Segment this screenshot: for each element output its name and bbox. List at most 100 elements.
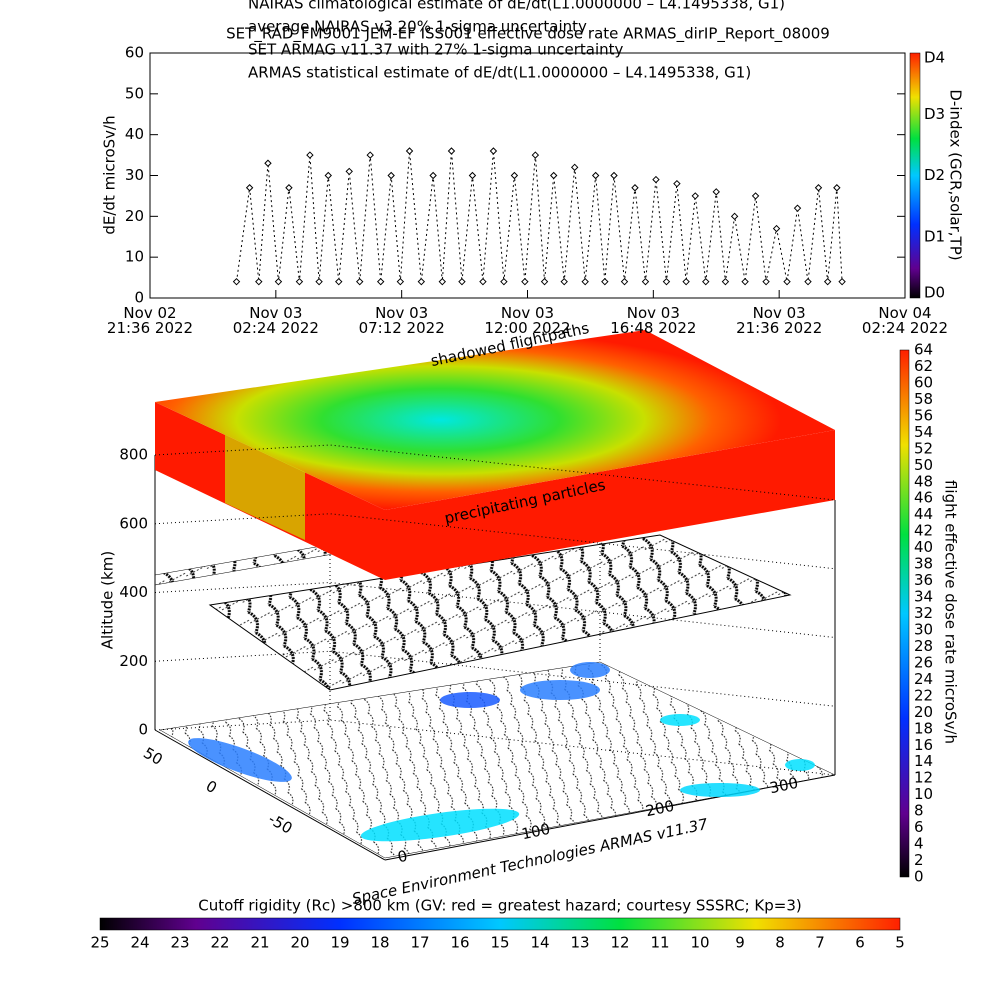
data-point <box>591 171 600 180</box>
colorbar-tick-label: 4 <box>914 835 924 853</box>
data-point <box>324 171 332 180</box>
lon-tick-label: 200 <box>644 797 676 821</box>
colorbar-tick-label: 32 <box>914 604 933 622</box>
x-tick-label: Nov 04 02:24 2022 <box>861 304 949 337</box>
data-point <box>335 277 343 286</box>
lon-tick-label: 100 <box>520 820 552 844</box>
x-tick-label: Nov 03 07:12 2022 <box>358 304 445 337</box>
data-point <box>479 277 487 286</box>
data-point <box>438 277 447 286</box>
colorbar2-tick-label: 9 <box>735 934 745 952</box>
data-point <box>274 277 283 286</box>
lat-tick-label: 0 <box>203 777 220 797</box>
colorbar2-tick-label: 22 <box>210 934 229 952</box>
lat-tick-label: -50 <box>265 810 295 838</box>
dindex-colorbar <box>909 52 921 299</box>
lat-tick-label: 50 <box>140 744 166 769</box>
data-point <box>396 277 405 286</box>
colorbar-tick-label: 48 <box>914 472 933 490</box>
data-point <box>531 151 540 159</box>
x-tick-label: Nov 03 16:48 2022 <box>610 304 697 337</box>
data-point <box>489 147 498 155</box>
data-point <box>721 277 730 286</box>
colorbar-tick-label: 24 <box>914 670 933 688</box>
data-point <box>741 277 749 286</box>
data-point <box>550 171 558 180</box>
colorbar2-tick-label: 19 <box>330 934 349 952</box>
colorbar-tick-label: 40 <box>914 538 933 556</box>
colorbar-title: flight effective dose rate microSv/h <box>942 480 960 744</box>
y-tick-label: 20 <box>125 207 144 225</box>
data-point <box>417 277 426 286</box>
colorbar2-title: Cutoff rigidity (Rc) >800 km (GV: red = … <box>198 897 801 915</box>
colorbar2-tick-label: 11 <box>650 934 669 952</box>
data-point <box>232 277 241 286</box>
colorbar-tick-label: 36 <box>914 571 933 589</box>
data-point <box>682 277 690 286</box>
data-point <box>366 151 374 159</box>
colorbar-tick-label: 34 <box>914 588 933 606</box>
colorbar2-tick-label: 14 <box>530 934 549 952</box>
data-point <box>814 184 823 192</box>
data-point <box>673 179 681 188</box>
data-point <box>447 147 456 155</box>
colorbar-tick-label: 2 <box>914 851 924 869</box>
colorbar2-tick-label: 21 <box>250 934 269 952</box>
rigidity-colorbar <box>99 917 901 931</box>
colorbar2-tick-label: 8 <box>775 934 785 952</box>
colorbar-tick-label: 8 <box>914 802 924 820</box>
y-tick-label: 60 <box>125 44 144 62</box>
colorbar-tick-label: 64 <box>914 341 933 359</box>
colorbar-tick-label: 28 <box>914 637 933 655</box>
y-tick-label: 0 <box>134 289 144 307</box>
data-point <box>783 277 791 286</box>
slab-front <box>385 430 835 580</box>
legend-item: SET ARMAG v11.37 with 27% 1-sigma uncert… <box>248 41 624 59</box>
colorbar-tick-label: 22 <box>914 686 933 704</box>
data-point <box>356 277 364 286</box>
data-point <box>762 277 770 286</box>
y-tick-label: 30 <box>125 166 144 184</box>
data-point <box>387 171 395 180</box>
colorbar-tick-label: 16 <box>914 736 933 754</box>
colorbar2-tick-label: 18 <box>370 934 389 952</box>
plot-frame <box>149 52 906 299</box>
dose-colorbar <box>899 349 910 878</box>
data-point <box>376 277 385 286</box>
data-point <box>804 277 812 286</box>
colorbar2-tick-label: 23 <box>170 934 189 952</box>
data-line <box>236 150 843 282</box>
z-tick-label: 0 <box>138 721 148 739</box>
data-point <box>620 277 629 286</box>
legend-item: ARMAS statistical estimate of dE/dt(L1.0… <box>248 64 751 82</box>
x-tick-label: Nov 03 12:00 2022 <box>484 304 571 337</box>
colorbar-tick-label: 20 <box>914 703 933 721</box>
legend-item: average NAIRAS v3 20% 1-sigma uncertaint… <box>248 18 587 36</box>
data-point <box>838 277 846 286</box>
z-tick-label: 600 <box>119 514 148 532</box>
colorbar-tick-label: 58 <box>914 390 933 408</box>
data-point <box>691 192 699 200</box>
data-point <box>560 277 568 286</box>
colorbar-tick-label: 46 <box>914 489 933 507</box>
colorbar-tick-label: 10 <box>914 785 933 803</box>
colorbar-tick-label: D4 <box>924 49 945 67</box>
colorbar-tick-label: 52 <box>914 439 933 457</box>
colorbar-tick-label: 54 <box>914 423 933 441</box>
data-point <box>429 171 437 180</box>
data-point <box>510 171 519 180</box>
data-point <box>521 277 529 286</box>
colorbar-tick-label: 6 <box>914 818 924 836</box>
colorbar2-tick-label: 15 <box>490 934 509 952</box>
data-point <box>751 192 760 200</box>
map-plane <box>159 661 836 859</box>
colorbar2-tick-label: 5 <box>895 934 905 952</box>
data-point <box>345 167 353 176</box>
data-point <box>306 151 314 159</box>
data-point <box>833 184 841 192</box>
y-tick-label: 10 <box>125 248 144 266</box>
data-point <box>793 204 802 212</box>
colorbar2-tick-label: 17 <box>410 934 429 952</box>
